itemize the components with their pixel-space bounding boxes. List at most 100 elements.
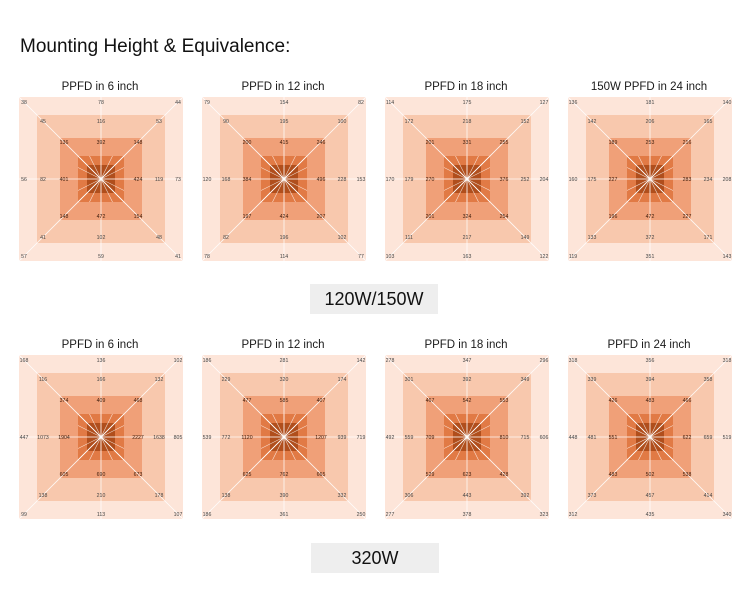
panel-title: PPFD in 12 inch [241,81,325,93]
ppfd-value: 772 [222,435,231,441]
ppfd-value: 392 [463,377,472,383]
ppfd-value: 318 [723,358,732,364]
center-grid-line [626,413,674,461]
ppfd-value: 376 [500,177,509,183]
ppfd-value: 228 [338,177,347,183]
ppfd-value: 457 [646,493,655,499]
ppfd-value: 142 [588,119,597,125]
ppfd-value: 116 [97,119,105,125]
ppfd-value: 392 [97,140,106,146]
ppfd-value: 48 [156,235,162,241]
ppfd-value: 79 [204,100,210,106]
ppfd-value: 165 [704,119,713,125]
ppfd-value: 186 [203,512,212,518]
ppfd-map: 38 78 44 56 73 57 59 41 45 116 53 82 119 41 102 48 136 39… [19,97,183,261]
ppfd-value: 154 [134,214,143,220]
ppfd-value: 138 [39,493,48,499]
ppfd-value: 41 [175,254,181,260]
center-grid-line [77,155,125,203]
ppfd-value: 372 [646,235,655,241]
ppfd-value: 373 [588,493,597,499]
ppfd-value: 468 [134,398,143,404]
ppfd-value: 196 [280,235,289,241]
ppfd-value: 374 [60,398,69,404]
ppfd-value: 140 [723,100,732,106]
ppfd-value: 472 [97,214,106,220]
ppfd-value: 805 [174,435,183,441]
ppfd-value: 142 [357,358,366,364]
ppfd-square-map: 168 136 102 447 805 99 113 107 116 166 132 1073 1638… [19,355,183,519]
panel-title: PPFD in 6 inch [61,81,139,93]
ppfd-value: 114 [280,254,288,260]
ppfd-map: 278 347 296 492 606 277 378 323 301 392 349 559 715 3… [385,355,549,519]
ppfd-map: 318 356 318 448 519 312 435 340 339 394 358 481 659 3… [568,355,732,519]
ppfd-value: 659 [704,435,713,441]
ppfd-value: 477 [243,398,252,404]
center-grid-line [77,413,125,461]
ppfd-value: 538 [683,472,692,478]
ppfd-value: 127 [540,100,549,106]
ppfd-value: 148 [60,214,69,220]
ppfd-value: 665 [317,472,326,478]
panel-title: 150W PPFD in 24 inch [590,81,708,93]
ppfd-value: 466 [683,398,692,404]
ppfd-value: 78 [204,254,210,260]
ppfd-value: 719 [357,435,366,441]
ppfd-value: 467 [426,398,435,404]
ppfd-value: 606 [540,435,549,441]
center-grid-line [260,155,308,203]
ppfd-value: 208 [723,177,732,183]
ppfd-value: 170 [386,177,395,183]
ppfd-value: 82 [223,235,229,241]
ppfd-value: 179 [405,177,414,183]
ppfd-value: 270 [426,177,435,183]
ppfd-value: 178 [155,493,164,499]
center-grid-line [260,413,308,461]
ppfd-value: 174 [338,377,347,383]
center-grid-line [443,413,491,461]
center-grid-line [443,155,491,203]
ppfd-value: 113 [97,512,105,518]
ppfd-value: 168 [20,358,29,364]
wattage-label: 320W [311,543,439,573]
ppfd-value: 715 [521,435,530,441]
ppfd-value: 378 [463,512,472,518]
ppfd-value: 2227 [132,435,144,441]
ppfd-value: 435 [646,512,655,518]
ppfd-value: 73 [175,177,181,183]
ppfd-value: 529 [426,472,435,478]
ppfd-value: 539 [203,435,212,441]
ppfd-map: 168 136 102 447 805 99 113 107 116 166 132 1073 1638… [19,355,183,519]
ppfd-value: 254 [500,214,509,220]
ppfd-value: 332 [338,493,347,499]
ppfd-value: 1073 [37,435,49,441]
ppfd-value: 197 [243,214,252,220]
ppfd-value: 281 [280,358,289,364]
ppfd-square-map: 136 181 140 160 208 119 351 143 142 206 165 175 234 1… [568,97,732,261]
ppfd-value: 585 [280,398,289,404]
ppfd-value: 114 [386,100,394,106]
ppfd-value: 320 [280,377,289,383]
ppfd-value: 136 [60,140,69,146]
ppfd-value: 38 [21,100,27,106]
ppfd-value: 168 [222,177,231,183]
ppfd-value: 154 [280,100,289,106]
ppfd-value: 394 [646,377,655,383]
ppfd-value: 347 [463,358,472,364]
ppfd-value: 186 [203,358,212,364]
ppfd-value: 217 [463,235,472,241]
panel-title: PPFD in 12 inch [241,339,325,351]
ppfd-value: 166 [97,377,106,383]
ppfd-value: 939 [338,435,347,441]
ppfd-value: 250 [357,512,366,518]
ppfd-value: 542 [463,398,472,404]
ppfd-value: 810 [500,435,509,441]
ppfd-value: 234 [704,177,713,183]
ppfd-value: 312 [569,512,578,518]
ppfd-value: 195 [280,119,289,125]
ppfd-value: 107 [174,512,183,518]
ppfd-value: 136 [97,358,106,364]
ppfd-value: 762 [280,472,289,478]
ppfd-value: 204 [540,177,549,183]
ppfd-value: 296 [540,358,549,364]
